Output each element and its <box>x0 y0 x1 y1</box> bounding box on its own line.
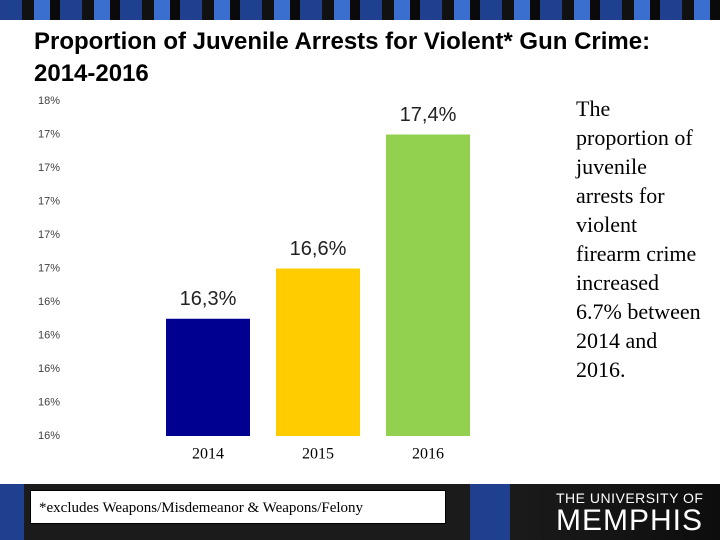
x-tick-label: 2016 <box>412 446 444 463</box>
y-tick-label: 16% <box>38 296 60 308</box>
side-note: The proportion of juvenile arrests for v… <box>576 96 701 382</box>
y-tick-label: 17% <box>38 262 60 274</box>
chart: 16% 16% 16% 16% 16% 17% 17% 17% 17% 17% 18% 2014 16,… <box>38 95 470 463</box>
data-label: 16,6% <box>290 238 347 260</box>
logo-line: THE UNIVERSITY OF <box>556 490 704 506</box>
footnote: *excludes Weapons/Misdemeanor & Weapons/… <box>30 490 446 524</box>
y-tick-label: 16% <box>38 396 60 408</box>
footer-accent <box>470 484 510 540</box>
x-tick-label: 2014 <box>192 446 224 463</box>
y-tick-label: 17% <box>38 128 60 140</box>
y-tick-label: 16% <box>38 363 60 375</box>
data-label: 17,4% <box>400 104 457 126</box>
y-tick-label: 16% <box>38 430 60 442</box>
footer-accent <box>0 484 24 540</box>
y-tick-label: 17% <box>38 162 60 174</box>
data-label: 16,3% <box>180 288 237 310</box>
y-tick-label: 16% <box>38 329 60 341</box>
slide-title: Proportion of Juvenile Arrests for Viole… <box>34 28 651 87</box>
logo-name: MEMPHIS <box>556 504 704 537</box>
y-tick-label: 17% <box>38 229 60 241</box>
x-tick-label: 2015 <box>302 446 334 463</box>
y-tick-label: 18% <box>38 95 60 107</box>
bar <box>166 318 250 436</box>
top-stripe <box>0 0 720 20</box>
bar <box>386 134 470 436</box>
y-tick-label: 17% <box>38 195 60 207</box>
bar <box>276 268 360 436</box>
